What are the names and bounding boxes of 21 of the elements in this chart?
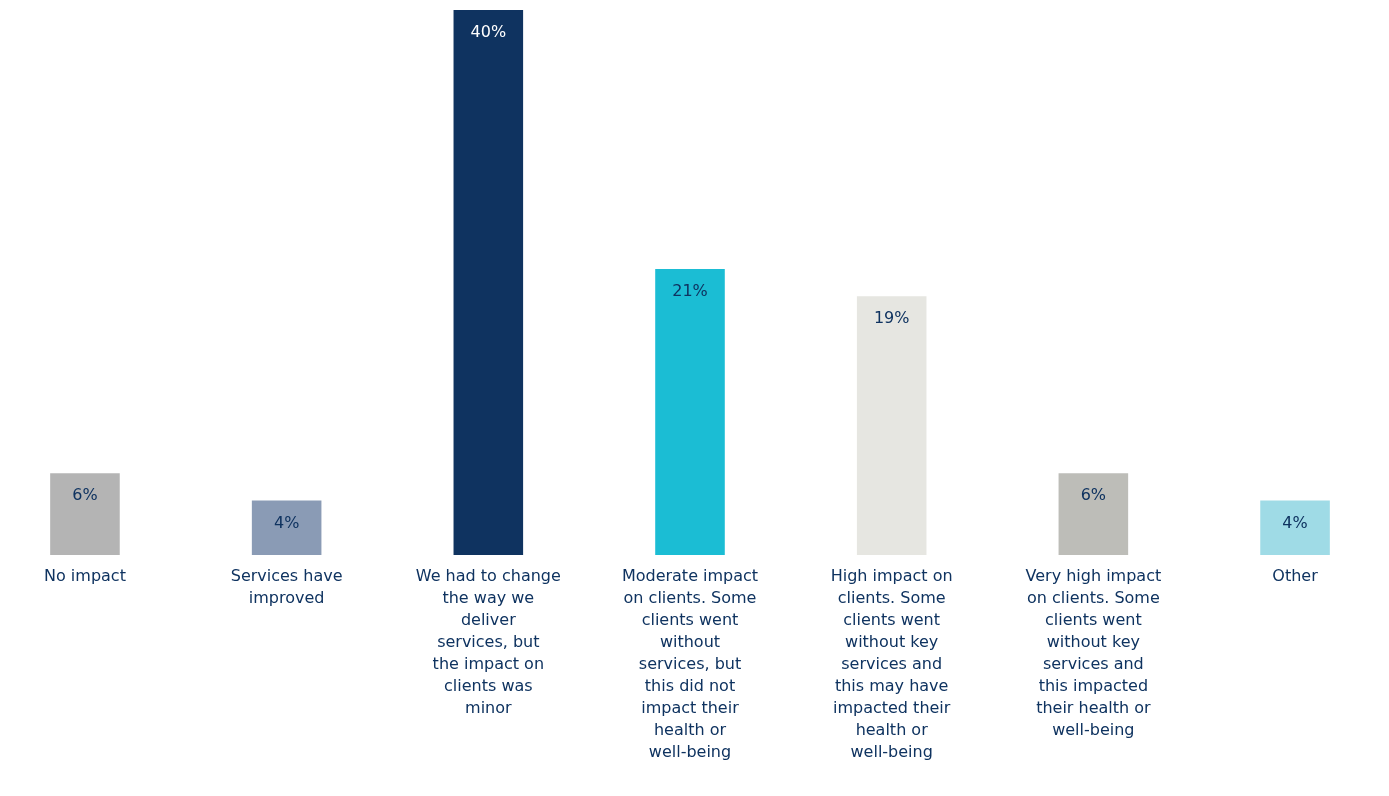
bar: [251, 500, 322, 555]
data-label: 19%: [873, 308, 910, 328]
x-tick-label: Very high impact on clients. Some clients went without key services and this impacted their health or well-being: [1025, 565, 1162, 739]
x-tick-label: No impact: [44, 565, 126, 585]
bar: [1260, 500, 1330, 555]
data-label: 4%: [1282, 512, 1308, 532]
bar: [856, 296, 927, 555]
bar: [50, 473, 120, 555]
data-label: 6%: [1080, 485, 1107, 505]
data-label: 40%: [470, 22, 507, 41]
data-label: 6%: [72, 485, 98, 505]
x-tick-label: Other: [1272, 565, 1319, 585]
data-label: 21%: [672, 280, 708, 300]
category-label: High impact on clients. Some clients went without key services and this may have impacted their health or well-being: [830, 565, 953, 761]
bar: [1058, 473, 1129, 555]
category-label: Moderate impact on clients. Some clients went without services, but this did not impact their health or well-being: [621, 565, 759, 761]
bar: [453, 10, 524, 555]
x-tick-label: Services have improved: [230, 565, 343, 607]
x-tick-label: We had to change the way we deliver services, but the impact on clients was minor: [415, 565, 561, 717]
data-label: 4%: [273, 512, 300, 532]
bar: [655, 268, 725, 555]
